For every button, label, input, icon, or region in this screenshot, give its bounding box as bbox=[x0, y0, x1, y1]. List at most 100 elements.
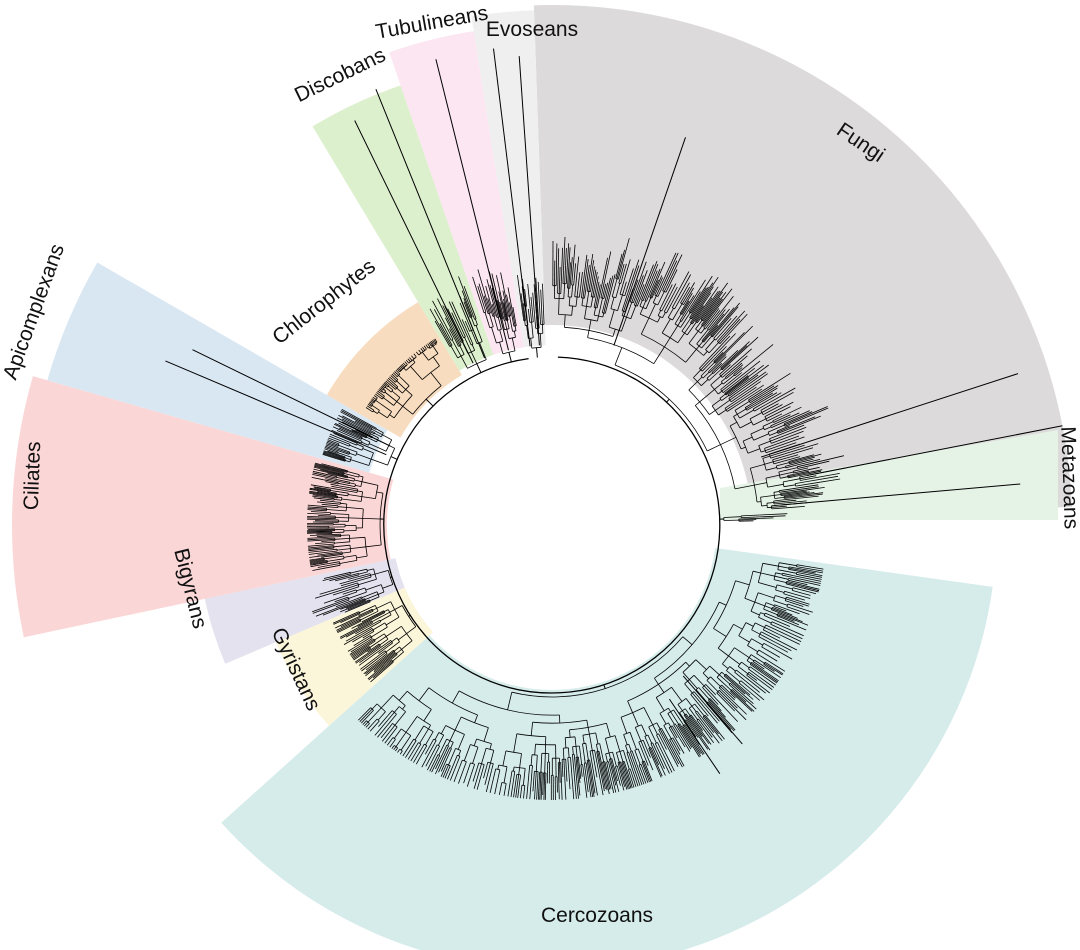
tree-branch bbox=[332, 504, 339, 507]
tree-branch bbox=[482, 308, 485, 313]
tree-branch bbox=[722, 389, 727, 394]
tree-branch bbox=[793, 486, 819, 491]
tree-branch bbox=[364, 708, 373, 717]
tree-branch bbox=[785, 506, 805, 509]
tree-branch bbox=[385, 625, 402, 637]
tree-branch bbox=[776, 617, 807, 631]
tree-branch bbox=[527, 308, 530, 317]
tree-branch bbox=[324, 447, 329, 450]
tree-branch bbox=[523, 309, 526, 321]
tree-branch bbox=[402, 362, 407, 367]
tree-branch bbox=[343, 596, 349, 600]
tree-branch bbox=[703, 351, 708, 356]
tree-branch bbox=[352, 656, 357, 660]
tree-branch bbox=[805, 565, 824, 570]
tree-branch bbox=[565, 247, 567, 266]
tree-branch bbox=[730, 396, 739, 403]
tree-branch bbox=[652, 295, 657, 303]
tree-branch bbox=[627, 661, 686, 702]
tree-branch bbox=[603, 277, 611, 306]
tree-branch bbox=[702, 286, 714, 303]
tree-branch bbox=[383, 382, 388, 387]
tree-branch bbox=[309, 559, 314, 561]
tree-branch bbox=[325, 478, 341, 482]
tree-branch bbox=[764, 448, 767, 453]
tree-branch bbox=[428, 687, 478, 716]
tree-branch bbox=[358, 647, 383, 666]
tree-branch bbox=[661, 284, 673, 307]
tree-branch bbox=[422, 351, 429, 361]
tree-branch bbox=[568, 747, 570, 758]
tree-branch bbox=[697, 282, 714, 307]
tree-branch bbox=[370, 407, 375, 411]
tree-branch bbox=[362, 448, 374, 454]
tree-branch bbox=[717, 335, 723, 342]
tree-branch bbox=[588, 760, 591, 774]
tree-branch bbox=[658, 277, 663, 286]
tree-branch bbox=[775, 584, 778, 591]
tree-branch bbox=[582, 764, 586, 783]
tree-branch bbox=[729, 666, 736, 672]
tree-branch bbox=[758, 636, 774, 645]
tree-branch bbox=[385, 652, 397, 662]
tree-branch bbox=[667, 713, 675, 725]
tree-branch bbox=[354, 420, 361, 425]
tree-branch bbox=[337, 454, 346, 458]
tree-branch bbox=[310, 511, 320, 513]
tree-branch bbox=[529, 769, 533, 800]
tree-branch bbox=[737, 408, 747, 415]
tree-branch bbox=[490, 303, 495, 317]
tree-branch bbox=[347, 598, 365, 606]
tree-branch bbox=[593, 756, 598, 778]
tree-branch bbox=[644, 765, 652, 782]
tree-branch bbox=[565, 274, 568, 284]
tree-branch bbox=[511, 316, 515, 327]
tree-branch bbox=[751, 638, 763, 646]
tree-branch bbox=[776, 462, 790, 467]
tree-branch bbox=[764, 409, 778, 417]
tree-branch bbox=[606, 723, 611, 738]
tree-branch bbox=[478, 283, 485, 303]
tree-branch bbox=[571, 773, 575, 800]
tree-branch bbox=[693, 305, 704, 320]
tree-branch bbox=[312, 602, 341, 614]
tree-branch bbox=[393, 646, 400, 652]
tree-branch bbox=[315, 604, 347, 617]
tree-branch bbox=[582, 743, 586, 764]
tree-branch bbox=[623, 761, 631, 781]
tree-branch bbox=[365, 594, 379, 600]
tree-branch bbox=[770, 422, 778, 427]
tree-branch bbox=[643, 760, 649, 772]
tree-branch bbox=[437, 734, 445, 746]
tree-branch bbox=[372, 720, 380, 729]
tree-branch bbox=[522, 303, 525, 310]
tree-branch bbox=[731, 702, 738, 709]
tree-branch bbox=[714, 356, 721, 363]
tree-branch bbox=[499, 782, 503, 792]
tree-branch bbox=[737, 381, 761, 398]
tree-branch bbox=[711, 323, 723, 337]
tree-branch bbox=[587, 330, 590, 338]
tree-branch bbox=[694, 703, 705, 717]
tree-branch bbox=[391, 739, 396, 745]
tree-branch bbox=[717, 309, 726, 319]
tree-branch bbox=[796, 564, 806, 567]
tree-branch bbox=[379, 394, 384, 399]
tree-branch bbox=[518, 56, 540, 346]
tree-branch bbox=[380, 611, 385, 614]
tree-branch bbox=[696, 345, 700, 350]
tree-branch bbox=[379, 649, 394, 662]
tree-branch bbox=[610, 758, 615, 773]
tree-branch bbox=[366, 405, 371, 409]
tree-branch bbox=[503, 298, 507, 310]
tree-branch bbox=[332, 590, 346, 596]
tree-branch bbox=[364, 601, 371, 605]
tree-branch bbox=[739, 421, 752, 429]
tree-branch bbox=[606, 275, 614, 302]
tree-branch bbox=[348, 451, 351, 455]
tree-branch bbox=[383, 389, 386, 392]
tree-branch bbox=[799, 456, 815, 462]
tree-branch bbox=[563, 759, 566, 777]
tree-branch bbox=[365, 584, 382, 591]
tree-branch bbox=[343, 634, 362, 645]
